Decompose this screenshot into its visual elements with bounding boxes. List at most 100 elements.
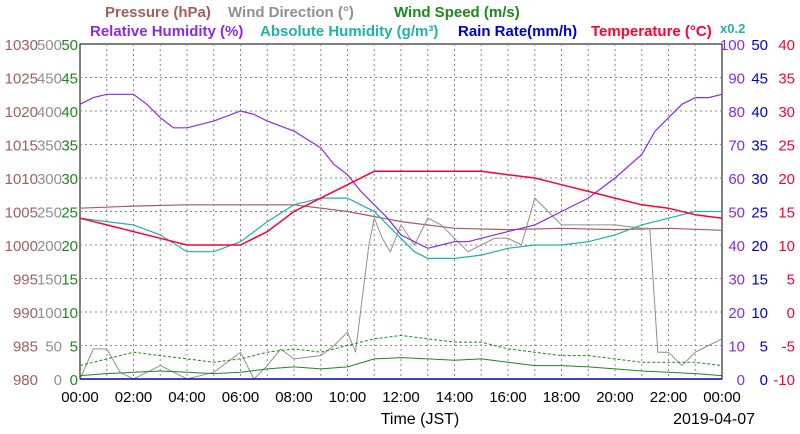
x-tick-label: 18:00 (543, 389, 581, 406)
series-line-7 (79, 170, 723, 246)
rain-tick-label: 5 (760, 339, 768, 356)
legend-ah-scale: x0.2 (720, 21, 745, 36)
wind-dir-tick-label: 500 (37, 37, 62, 54)
wind-speed-tick-label: 45 (61, 71, 78, 88)
rh-tick-label: 70 (728, 138, 745, 155)
wind-speed-tick-label: 5 (70, 339, 78, 356)
legend-wind-direction: Wind Direction (°) (228, 4, 354, 21)
legend-wind-speed: Wind Speed (m/s) (394, 4, 520, 21)
pressure-tick-label: 1000 (5, 238, 38, 255)
series-line-2 (79, 357, 723, 377)
pressure-tick-label: 1020 (5, 104, 38, 121)
rh-tick-label: 10 (728, 339, 745, 356)
pressure-tick-label: 995 (13, 272, 38, 289)
x-tick-label: 00:00 (703, 389, 741, 406)
pressure-tick-label: 985 (13, 339, 38, 356)
legend-pressure: Pressure (hPa) (105, 4, 211, 21)
series-line-1 (79, 197, 723, 380)
temp-tick-label: 35 (778, 71, 795, 88)
x-axis: 00:00 02:00 04:00 06:00 08:00 10:00 12:00 14:00… (61, 389, 741, 406)
temp-tick-label: 30 (778, 104, 795, 121)
wind-speed-tick-label: 15 (61, 272, 78, 289)
wind-speed-tick-label: 35 (61, 138, 78, 155)
series-line-0 (79, 204, 723, 231)
x-tick-label: 00:00 (61, 389, 99, 406)
rh-tick-label: 40 (728, 238, 745, 255)
pressure-tick-label: 1030 (5, 37, 38, 54)
temp-tick-label: 40 (778, 37, 795, 54)
wind-dir-tick-label: 350 (37, 138, 62, 155)
wind-dir-tick-label: 400 (37, 104, 62, 121)
wind-dir-tick-label: 450 (37, 71, 62, 88)
rain-tick-label: 0 (760, 372, 768, 389)
wind-speed-tick-label: 40 (61, 104, 78, 121)
legend-relative-humidity: Relative Humidity (%) (90, 23, 243, 40)
wind-dir-tick-label: 200 (37, 238, 62, 255)
wind-dir-tick-label: 250 (37, 205, 62, 222)
temp-tick-label: 10 (778, 238, 795, 255)
wind-speed-tick-label: 30 (61, 171, 78, 188)
x-tick-label: 04:00 (168, 389, 206, 406)
rain-tick-label: 15 (751, 272, 768, 289)
rh-tick-label: 30 (728, 272, 745, 289)
temp-tick-label: 15 (778, 205, 795, 222)
wind-speed-tick-label: 50 (61, 37, 78, 54)
temp-tick-label: 20 (778, 171, 795, 188)
right-axes: 0102030405060708090100051015202530354045… (720, 37, 795, 389)
x-tick-label: 14:00 (436, 389, 474, 406)
wind-dir-tick-label: 100 (37, 305, 62, 322)
x-tick-label: 08:00 (275, 389, 313, 406)
wind-dir-tick-label: 150 (37, 272, 62, 289)
legend-temperature: Temperature (°C) (591, 23, 712, 40)
x-tick-label: 02:00 (115, 389, 153, 406)
temp-tick-label: 5 (787, 272, 795, 289)
gridlines (80, 44, 722, 379)
rain-tick-label: 50 (751, 37, 768, 54)
rh-tick-label: 0 (737, 372, 745, 389)
pressure-tick-label: 1025 (5, 71, 38, 88)
wind-speed-tick-label: 25 (61, 205, 78, 222)
date-label: 2019-04-07 (673, 411, 755, 428)
x-tick-label: 06:00 (222, 389, 260, 406)
series-layer (79, 93, 723, 380)
x-tick-label: 20:00 (596, 389, 634, 406)
series-line-5 (79, 197, 722, 259)
rain-tick-label: 35 (751, 138, 768, 155)
rain-tick-label: 20 (751, 238, 768, 255)
temp-tick-label: 0 (787, 305, 795, 322)
legend-absolute-humidity: Absolute Humidity (g/m³) (260, 23, 438, 40)
rh-tick-label: 90 (728, 71, 745, 88)
pressure-tick-label: 1010 (5, 171, 38, 188)
pressure-tick-label: 1005 (5, 205, 38, 222)
rain-tick-label: 30 (751, 171, 768, 188)
rain-tick-label: 45 (751, 71, 768, 88)
wind-speed-tick-label: 10 (61, 305, 78, 322)
x-tick-label: 16:00 (489, 389, 527, 406)
wind-speed-tick-label: 0 (70, 372, 78, 389)
temp-tick-label: -5 (782, 339, 795, 356)
rain-tick-label: 25 (751, 205, 768, 222)
pressure-tick-label: 980 (13, 372, 38, 389)
wind-dir-tick-label: 50 (45, 339, 62, 356)
rh-tick-label: 100 (720, 37, 745, 54)
wind-dir-tick-label: 0 (54, 372, 62, 389)
pressure-tick-label: 990 (13, 305, 38, 322)
pressure-tick-label: 1015 (5, 138, 38, 155)
temp-tick-label: -10 (773, 372, 795, 389)
x-tick-label: 22:00 (650, 389, 688, 406)
wind-dir-tick-label: 300 (37, 171, 62, 188)
rain-tick-label: 40 (751, 104, 768, 121)
rh-tick-label: 80 (728, 104, 745, 121)
wind-speed-tick-label: 20 (61, 238, 78, 255)
left-axes: 9809859909951000100510101015102010251030… (5, 37, 78, 389)
rh-tick-label: 60 (728, 171, 745, 188)
x-tick-label: 10:00 (329, 389, 367, 406)
series-line-3 (79, 334, 723, 367)
series-line-4 (79, 93, 723, 249)
temp-tick-label: 25 (778, 138, 795, 155)
x-tick-label: 12:00 (382, 389, 420, 406)
x-axis-label: Time (JST) (381, 411, 460, 428)
rain-tick-label: 10 (751, 305, 768, 322)
rh-tick-label: 20 (728, 305, 745, 322)
